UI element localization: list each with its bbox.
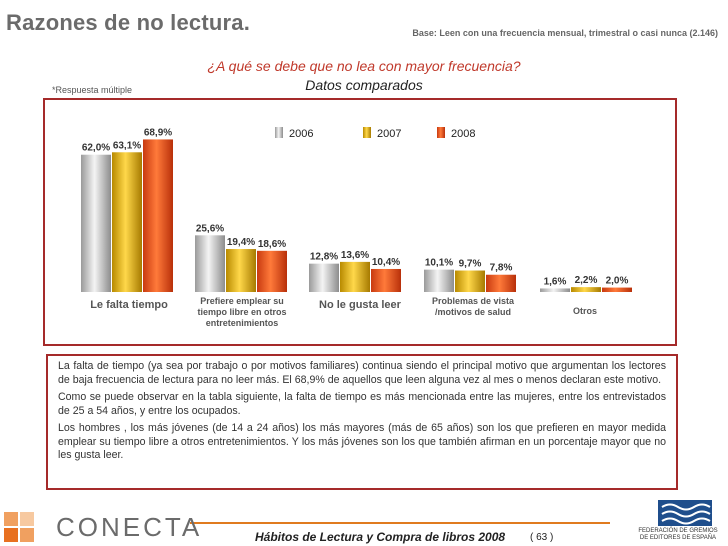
multiple-answer-note: *Respuesta múltiple	[52, 85, 133, 95]
bar-2006-cat1	[195, 235, 225, 292]
value-label-2006-cat2: 12,8%	[310, 252, 338, 263]
value-label-2007-cat0: 63,1%	[113, 140, 141, 151]
legend-label-2007: 2007	[377, 128, 401, 140]
legend-label-2006: 2006	[289, 128, 313, 140]
value-label-2007-cat1: 19,4%	[227, 237, 255, 248]
conecta-logo-mark-icon	[4, 512, 34, 542]
chart-subtitle: Datos comparados	[305, 77, 423, 93]
bar-2006-cat0	[81, 154, 111, 292]
bar-2008-cat4	[602, 287, 632, 292]
value-label-2008-cat3: 7,8%	[490, 263, 513, 274]
category-label-1: Prefiere emplear su tiempo libre en otro…	[197, 296, 287, 328]
commentary-box: La falta de tiempo (ya sea por trabajo o…	[46, 354, 678, 490]
bar-2006-cat4	[540, 288, 570, 292]
commentary-paragraph-1: La falta de tiempo (ya sea por trabajo o…	[58, 360, 666, 386]
base-note: Base: Leen con una frecuencia mensual, t…	[412, 28, 718, 38]
legend-swatch-2007	[363, 127, 371, 138]
category-label-2: No le gusta leer	[319, 299, 401, 311]
legend-label-2008: 2008	[451, 128, 475, 140]
legend-swatch-2008	[437, 127, 445, 138]
federation-line-2: DE EDITORES DE ESPAÑA	[639, 535, 717, 541]
footer-divider	[190, 522, 610, 524]
bar-2008-cat1	[257, 250, 287, 292]
category-label-4: Otros	[572, 306, 597, 316]
bar-chart: 62,0% 63,1%68,9% 25,6%19,4% 18,6% 12,8% 13,6%…	[81, 127, 632, 292]
chart-frame: 62,0% 63,1% 68,9% 25,6% 19,4% 18,6% 12,8% 13,6%…	[43, 98, 677, 346]
value-label-2006-cat3: 10,1%	[425, 258, 453, 269]
bar-2008-cat0	[143, 139, 173, 292]
commentary-paragraph-3: Los hombres , los más jóvenes (de 14 a 2…	[58, 422, 666, 461]
bar-2007-cat3	[455, 270, 485, 292]
commentary-paragraph-2: Como se puede observar en la tabla sigui…	[58, 391, 666, 417]
chart-question: ¿A qué se debe que no lea con mayor frec…	[207, 58, 521, 74]
federation-name: FEDERACIÓN DE GREMIOS DE EDITORES DE ESP…	[628, 528, 728, 542]
value-label-2008-cat4: 2,0%	[606, 276, 629, 287]
company-name: CONECTA	[56, 512, 203, 542]
legend-swatch-2006	[275, 127, 283, 138]
bar-2007-cat4	[571, 287, 601, 292]
category-label-0: Le falta tiempo	[90, 299, 168, 311]
value-label-2007-cat4: 2,2%	[575, 275, 598, 286]
bar-2007-cat1	[226, 249, 256, 292]
bar-2006-cat2	[309, 263, 339, 292]
value-label-2006-cat1: 25,6%	[196, 223, 224, 234]
bar-2007-cat2	[340, 261, 370, 292]
page-number: ( 63 )	[530, 532, 554, 543]
value-label-2008-cat0: 68,9%	[144, 127, 172, 138]
bar-2008-cat3	[486, 274, 516, 292]
publication-title: Hábitos de Lectura y Compra de libros 20…	[255, 530, 506, 544]
page-title: Razones de no lectura.	[6, 10, 251, 35]
federation-logo-icon	[658, 500, 712, 526]
value-label-2008-cat1: 18,6%	[258, 239, 286, 250]
bar-2007-cat0	[112, 152, 142, 292]
bar-2006-cat3	[424, 269, 454, 292]
value-label-2006-cat4: 1,6%	[544, 276, 567, 287]
category-label-3: Problemas de vista /motivos de salud	[431, 296, 515, 317]
bar-2008-cat2	[371, 268, 401, 292]
value-label-2008-cat2: 10,4%	[372, 257, 400, 268]
value-label-2006-cat0: 62,0%	[82, 143, 110, 154]
value-label-2007-cat3: 9,7%	[459, 259, 482, 270]
value-label-2007-cat2: 13,6%	[341, 250, 369, 261]
federation-line-1: FEDERACIÓN DE GREMIOS	[638, 528, 718, 534]
